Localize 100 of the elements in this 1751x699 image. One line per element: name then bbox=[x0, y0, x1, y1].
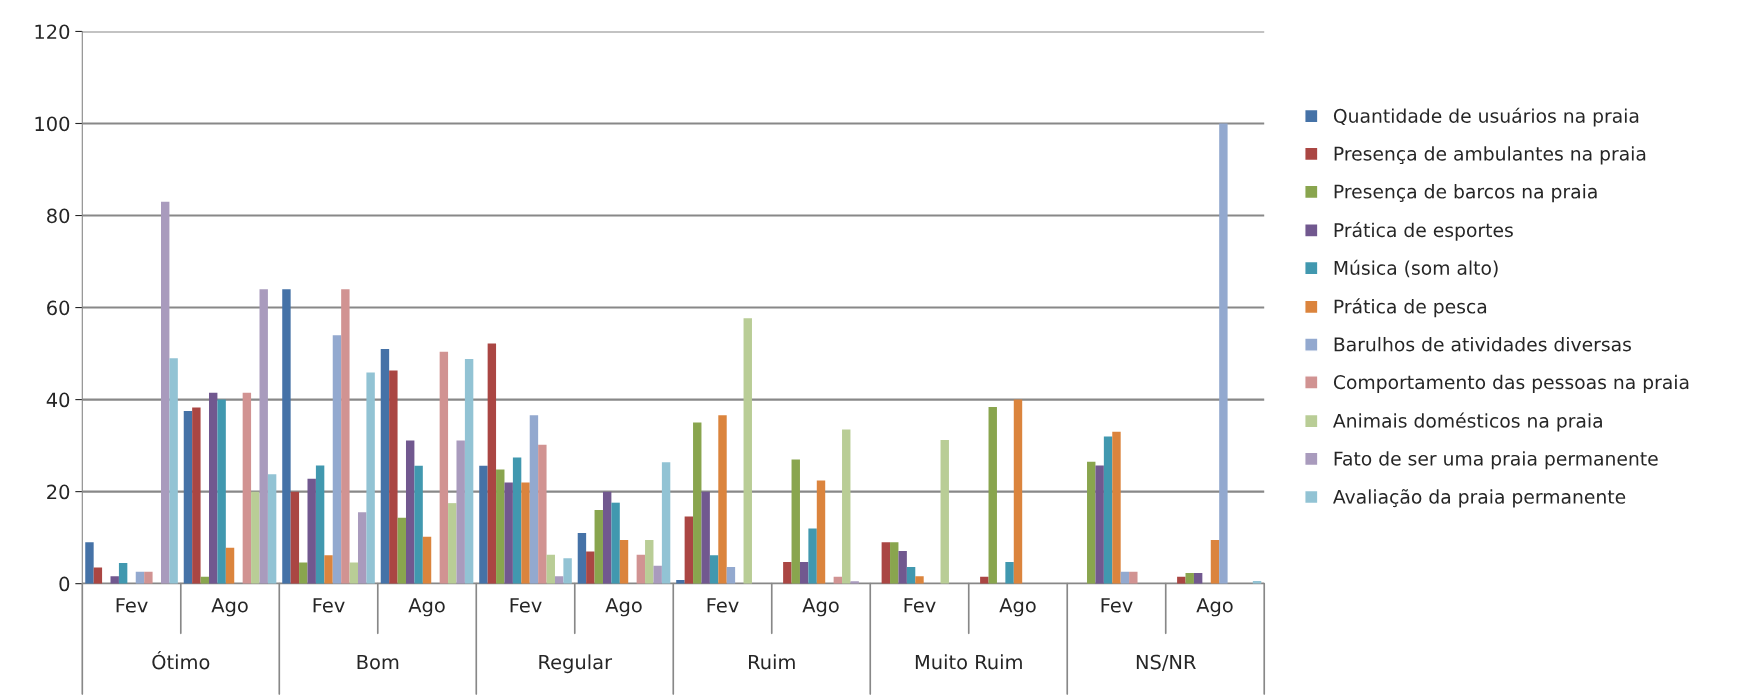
x-tick-label: Fev bbox=[313, 598, 345, 613]
bar bbox=[890, 542, 899, 584]
x-tick-label: Ago bbox=[1196, 598, 1233, 617]
bar bbox=[791, 459, 800, 584]
bar bbox=[636, 554, 646, 584]
legend-label: Quantidade de usuários na praia bbox=[1333, 107, 1639, 127]
bar bbox=[563, 558, 572, 584]
bar bbox=[397, 517, 406, 584]
bar bbox=[850, 581, 859, 584]
bar bbox=[496, 469, 505, 584]
bar bbox=[586, 551, 595, 584]
bar bbox=[881, 542, 891, 584]
y-tick-label: 100 bbox=[35, 116, 70, 132]
bar bbox=[299, 562, 308, 584]
bar bbox=[743, 318, 752, 584]
bar bbox=[701, 491, 710, 584]
bar bbox=[456, 440, 465, 584]
bar bbox=[315, 465, 325, 584]
bar bbox=[1103, 436, 1113, 584]
bar bbox=[332, 335, 342, 584]
y-tick-label: 20 bbox=[47, 484, 70, 500]
bar bbox=[242, 392, 252, 584]
y-tick-label: 60 bbox=[47, 300, 70, 316]
bar bbox=[529, 415, 539, 584]
bar bbox=[661, 462, 671, 584]
bar bbox=[192, 407, 201, 584]
bar bbox=[307, 478, 316, 584]
x-tick-label: Ago bbox=[802, 598, 839, 617]
text: Regular bbox=[539, 654, 613, 674]
y-tick-label: 0 bbox=[59, 576, 70, 592]
bar bbox=[389, 370, 398, 584]
bar bbox=[1193, 573, 1203, 584]
bar bbox=[988, 406, 997, 584]
bar bbox=[512, 457, 522, 584]
bar bbox=[487, 343, 497, 584]
bar bbox=[611, 502, 620, 584]
bar bbox=[1177, 576, 1186, 584]
bar bbox=[1087, 461, 1096, 584]
bar bbox=[718, 415, 727, 584]
bar bbox=[324, 555, 333, 584]
bar bbox=[439, 351, 449, 584]
bar bbox=[940, 440, 949, 584]
legend-label: Prática de esportes bbox=[1334, 221, 1513, 241]
bar bbox=[783, 562, 792, 584]
bar bbox=[504, 482, 513, 584]
bar bbox=[1185, 573, 1194, 584]
bar bbox=[915, 576, 924, 584]
legend-label: Presença de ambulantes na praia bbox=[1334, 146, 1646, 165]
x-tick-label: Ago bbox=[605, 598, 642, 617]
x-tick-label: Fev bbox=[510, 598, 542, 613]
legend-label: Comportamento das pessoas na praia bbox=[1333, 374, 1689, 393]
bar bbox=[259, 289, 268, 584]
y-tick-label: 120 bbox=[35, 24, 70, 40]
y-tick-label: 80 bbox=[47, 208, 70, 224]
legend-label: Fato de ser uma praia permanente bbox=[1334, 451, 1658, 470]
text: Bom bbox=[357, 654, 399, 670]
bar bbox=[464, 359, 474, 584]
bar bbox=[1219, 123, 1228, 584]
x-tick-label: Ago bbox=[211, 598, 248, 617]
bar bbox=[554, 576, 564, 584]
bar bbox=[726, 567, 736, 584]
bar bbox=[349, 562, 358, 584]
bar bbox=[183, 411, 193, 584]
text: Muito Ruim bbox=[915, 654, 1022, 670]
bar bbox=[448, 503, 457, 584]
y-tick-label: 40 bbox=[46, 392, 70, 408]
bar bbox=[1129, 571, 1138, 584]
bar bbox=[341, 289, 350, 584]
bar bbox=[144, 571, 153, 584]
bar bbox=[290, 491, 300, 584]
x-tick-label: Ago bbox=[408, 598, 445, 617]
x-tick-label: Fev bbox=[116, 598, 148, 613]
bar bbox=[645, 539, 654, 584]
bar bbox=[1005, 562, 1014, 584]
bar bbox=[799, 562, 809, 584]
text: NS/NR bbox=[1136, 654, 1196, 671]
bar bbox=[282, 289, 291, 584]
legend-label: Música (som alto) bbox=[1334, 259, 1498, 278]
bar bbox=[161, 201, 170, 584]
bar bbox=[1210, 539, 1220, 584]
bar bbox=[1013, 399, 1023, 584]
bar bbox=[225, 547, 235, 584]
bar bbox=[906, 567, 916, 584]
bar bbox=[405, 440, 415, 584]
text: Ruim bbox=[749, 654, 795, 670]
x-tick-label: Fev bbox=[1101, 598, 1133, 613]
bar bbox=[110, 576, 119, 584]
legend-label: Avaliação da praia permanente bbox=[1333, 489, 1626, 508]
bar bbox=[538, 444, 547, 584]
bar bbox=[898, 550, 907, 584]
bar bbox=[267, 474, 277, 584]
bar bbox=[619, 539, 629, 584]
bar bbox=[684, 516, 694, 584]
bar bbox=[546, 554, 555, 584]
bar bbox=[577, 533, 587, 584]
bar bbox=[118, 562, 128, 584]
bar bbox=[169, 358, 178, 584]
bar bbox=[842, 429, 851, 584]
bar bbox=[816, 480, 826, 584]
bar bbox=[366, 372, 375, 584]
